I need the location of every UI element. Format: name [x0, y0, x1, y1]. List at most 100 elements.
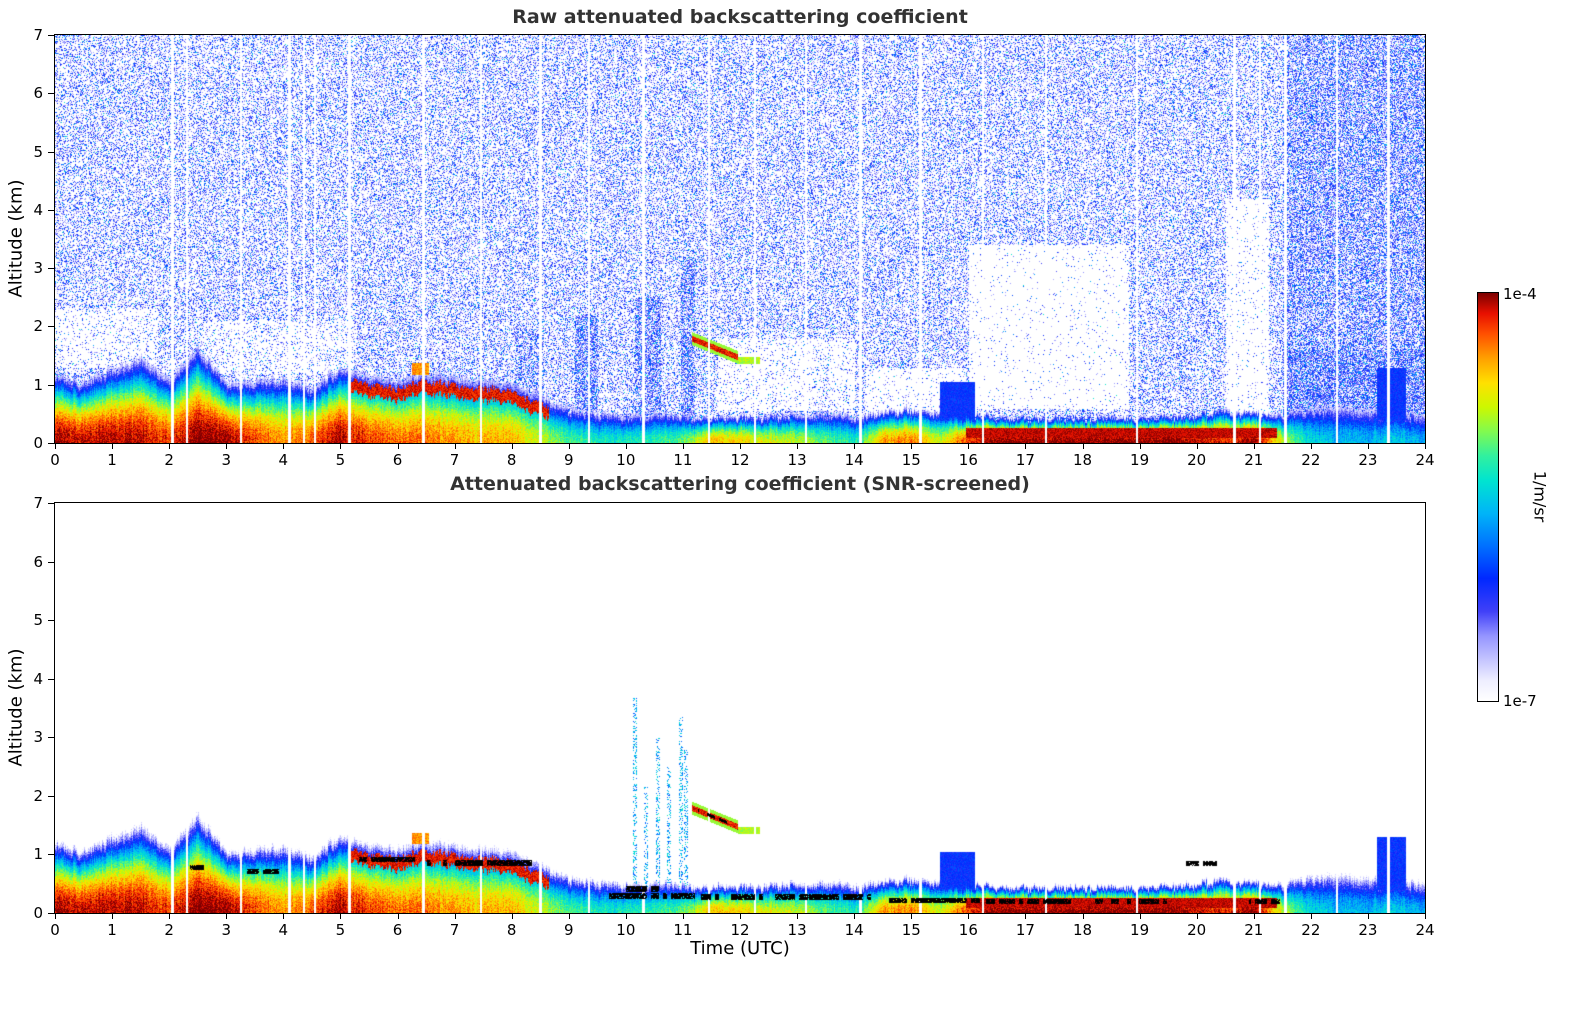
y-tick [48, 35, 54, 36]
x-tick-label: 0 [50, 921, 60, 939]
y-tick-label: 2 [33, 786, 43, 805]
x-tick-label: 8 [506, 451, 517, 469]
y-tick [48, 326, 54, 328]
x-tick-label: 19 [1130, 921, 1150, 939]
y-tick [48, 268, 54, 270]
x-tick-label: 12 [730, 451, 750, 469]
x-tick-label: 10 [616, 921, 636, 939]
x-tick [1139, 914, 1141, 919]
panel-raw-heatmap [55, 35, 1425, 443]
y-tick-label: 5 [33, 142, 43, 161]
x-tick-label: 21 [1244, 451, 1264, 469]
x-tick [283, 444, 285, 449]
x-tick-label: 1 [107, 451, 117, 469]
x-tick [1196, 914, 1198, 919]
y-tick [48, 737, 54, 739]
y-tick-label: 4 [33, 669, 43, 688]
x-tick-label: 17 [1015, 921, 1035, 939]
x-tick [511, 914, 513, 919]
x-tick [568, 914, 570, 919]
x-tick [454, 914, 456, 919]
x-tick-label: 15 [901, 921, 921, 939]
x-tick-label: 11 [673, 451, 693, 469]
colorbar-max-label: 1e-4 [1503, 285, 1537, 303]
x-tick [1425, 914, 1426, 919]
x-tick-label: 14 [844, 451, 864, 469]
x-tick [740, 914, 741, 919]
x-tick-label: 24 [1415, 451, 1435, 469]
y-tick-label: 7 [33, 494, 43, 512]
x-tick-label: 18 [1072, 921, 1093, 939]
y-tick-label: 3 [33, 728, 43, 747]
x-tick-label: 6 [392, 921, 403, 939]
x-tick [797, 444, 799, 449]
x-tick-label: 11 [673, 921, 693, 939]
x-tick-label: 13 [787, 451, 807, 469]
y-tick-label: 0 [33, 434, 43, 452]
y-tick [48, 795, 54, 797]
panel-screened-plot [54, 502, 1426, 914]
colorbar-gradient [1477, 292, 1499, 702]
y-tick [48, 913, 54, 914]
x-tick [1310, 914, 1312, 919]
x-tick-label: 21 [1244, 921, 1264, 939]
x-tick [226, 444, 228, 449]
x-tick-label: 19 [1130, 451, 1150, 469]
y-tick-label: 3 [33, 259, 43, 278]
x-tick-label: 23 [1358, 921, 1378, 939]
x-tick [1025, 444, 1027, 449]
x-tick [854, 914, 856, 919]
x-tick [1082, 914, 1084, 919]
x-tick [397, 444, 399, 449]
x-tick [169, 914, 171, 919]
x-tick-label: 4 [278, 921, 289, 939]
x-tick-label: 22 [1301, 451, 1321, 469]
x-tick [340, 444, 342, 449]
colorbar-units-label: 1/m/sr [1530, 470, 1550, 523]
x-tick-label: 2 [164, 921, 174, 939]
x-tick [911, 914, 913, 919]
x-tick-label: 22 [1301, 921, 1321, 939]
x-tick [1425, 444, 1426, 449]
x-tick-label: 16 [958, 921, 978, 939]
x-tick [511, 444, 513, 449]
x-tick [911, 444, 913, 449]
x-tick-label: 4 [278, 451, 289, 469]
x-tick-label: 7 [449, 921, 460, 939]
x-tick [169, 444, 171, 449]
x-tick-label: 16 [958, 451, 978, 469]
x-tick-label: 13 [787, 921, 807, 939]
y-tick-label: 7 [33, 26, 43, 44]
x-tick [55, 914, 56, 919]
x-tick [1082, 444, 1084, 449]
x-axis-label: Time (UTC) [690, 938, 790, 959]
x-tick-label: 7 [449, 451, 460, 469]
x-tick [1253, 444, 1255, 449]
x-tick-label: 15 [901, 451, 921, 469]
x-tick [112, 444, 114, 449]
x-tick-label: 20 [1187, 921, 1207, 939]
x-tick [568, 444, 570, 449]
x-tick [740, 444, 741, 449]
y-tick-label: 0 [33, 904, 43, 922]
x-tick-label: 2 [164, 451, 174, 469]
x-tick [1367, 914, 1369, 919]
x-tick [283, 914, 285, 919]
x-tick-label: 0 [50, 451, 60, 469]
x-tick-label: 6 [392, 451, 403, 469]
x-tick [682, 444, 684, 449]
x-tick [854, 444, 856, 449]
y-tick-label: 2 [33, 317, 43, 336]
y-tick [48, 678, 54, 680]
y-tick [48, 384, 54, 386]
panel-raw-title: Raw attenuated backscattering coefficien… [512, 6, 968, 28]
x-tick [1253, 914, 1255, 919]
x-tick-label: 5 [335, 921, 346, 939]
x-tick-label: 9 [563, 451, 574, 469]
y-tick-label: 5 [33, 611, 43, 630]
x-tick-label: 24 [1415, 921, 1435, 939]
x-tick [625, 914, 627, 919]
y-tick [48, 443, 54, 444]
x-tick [340, 914, 342, 919]
x-tick-label: 10 [616, 451, 636, 469]
